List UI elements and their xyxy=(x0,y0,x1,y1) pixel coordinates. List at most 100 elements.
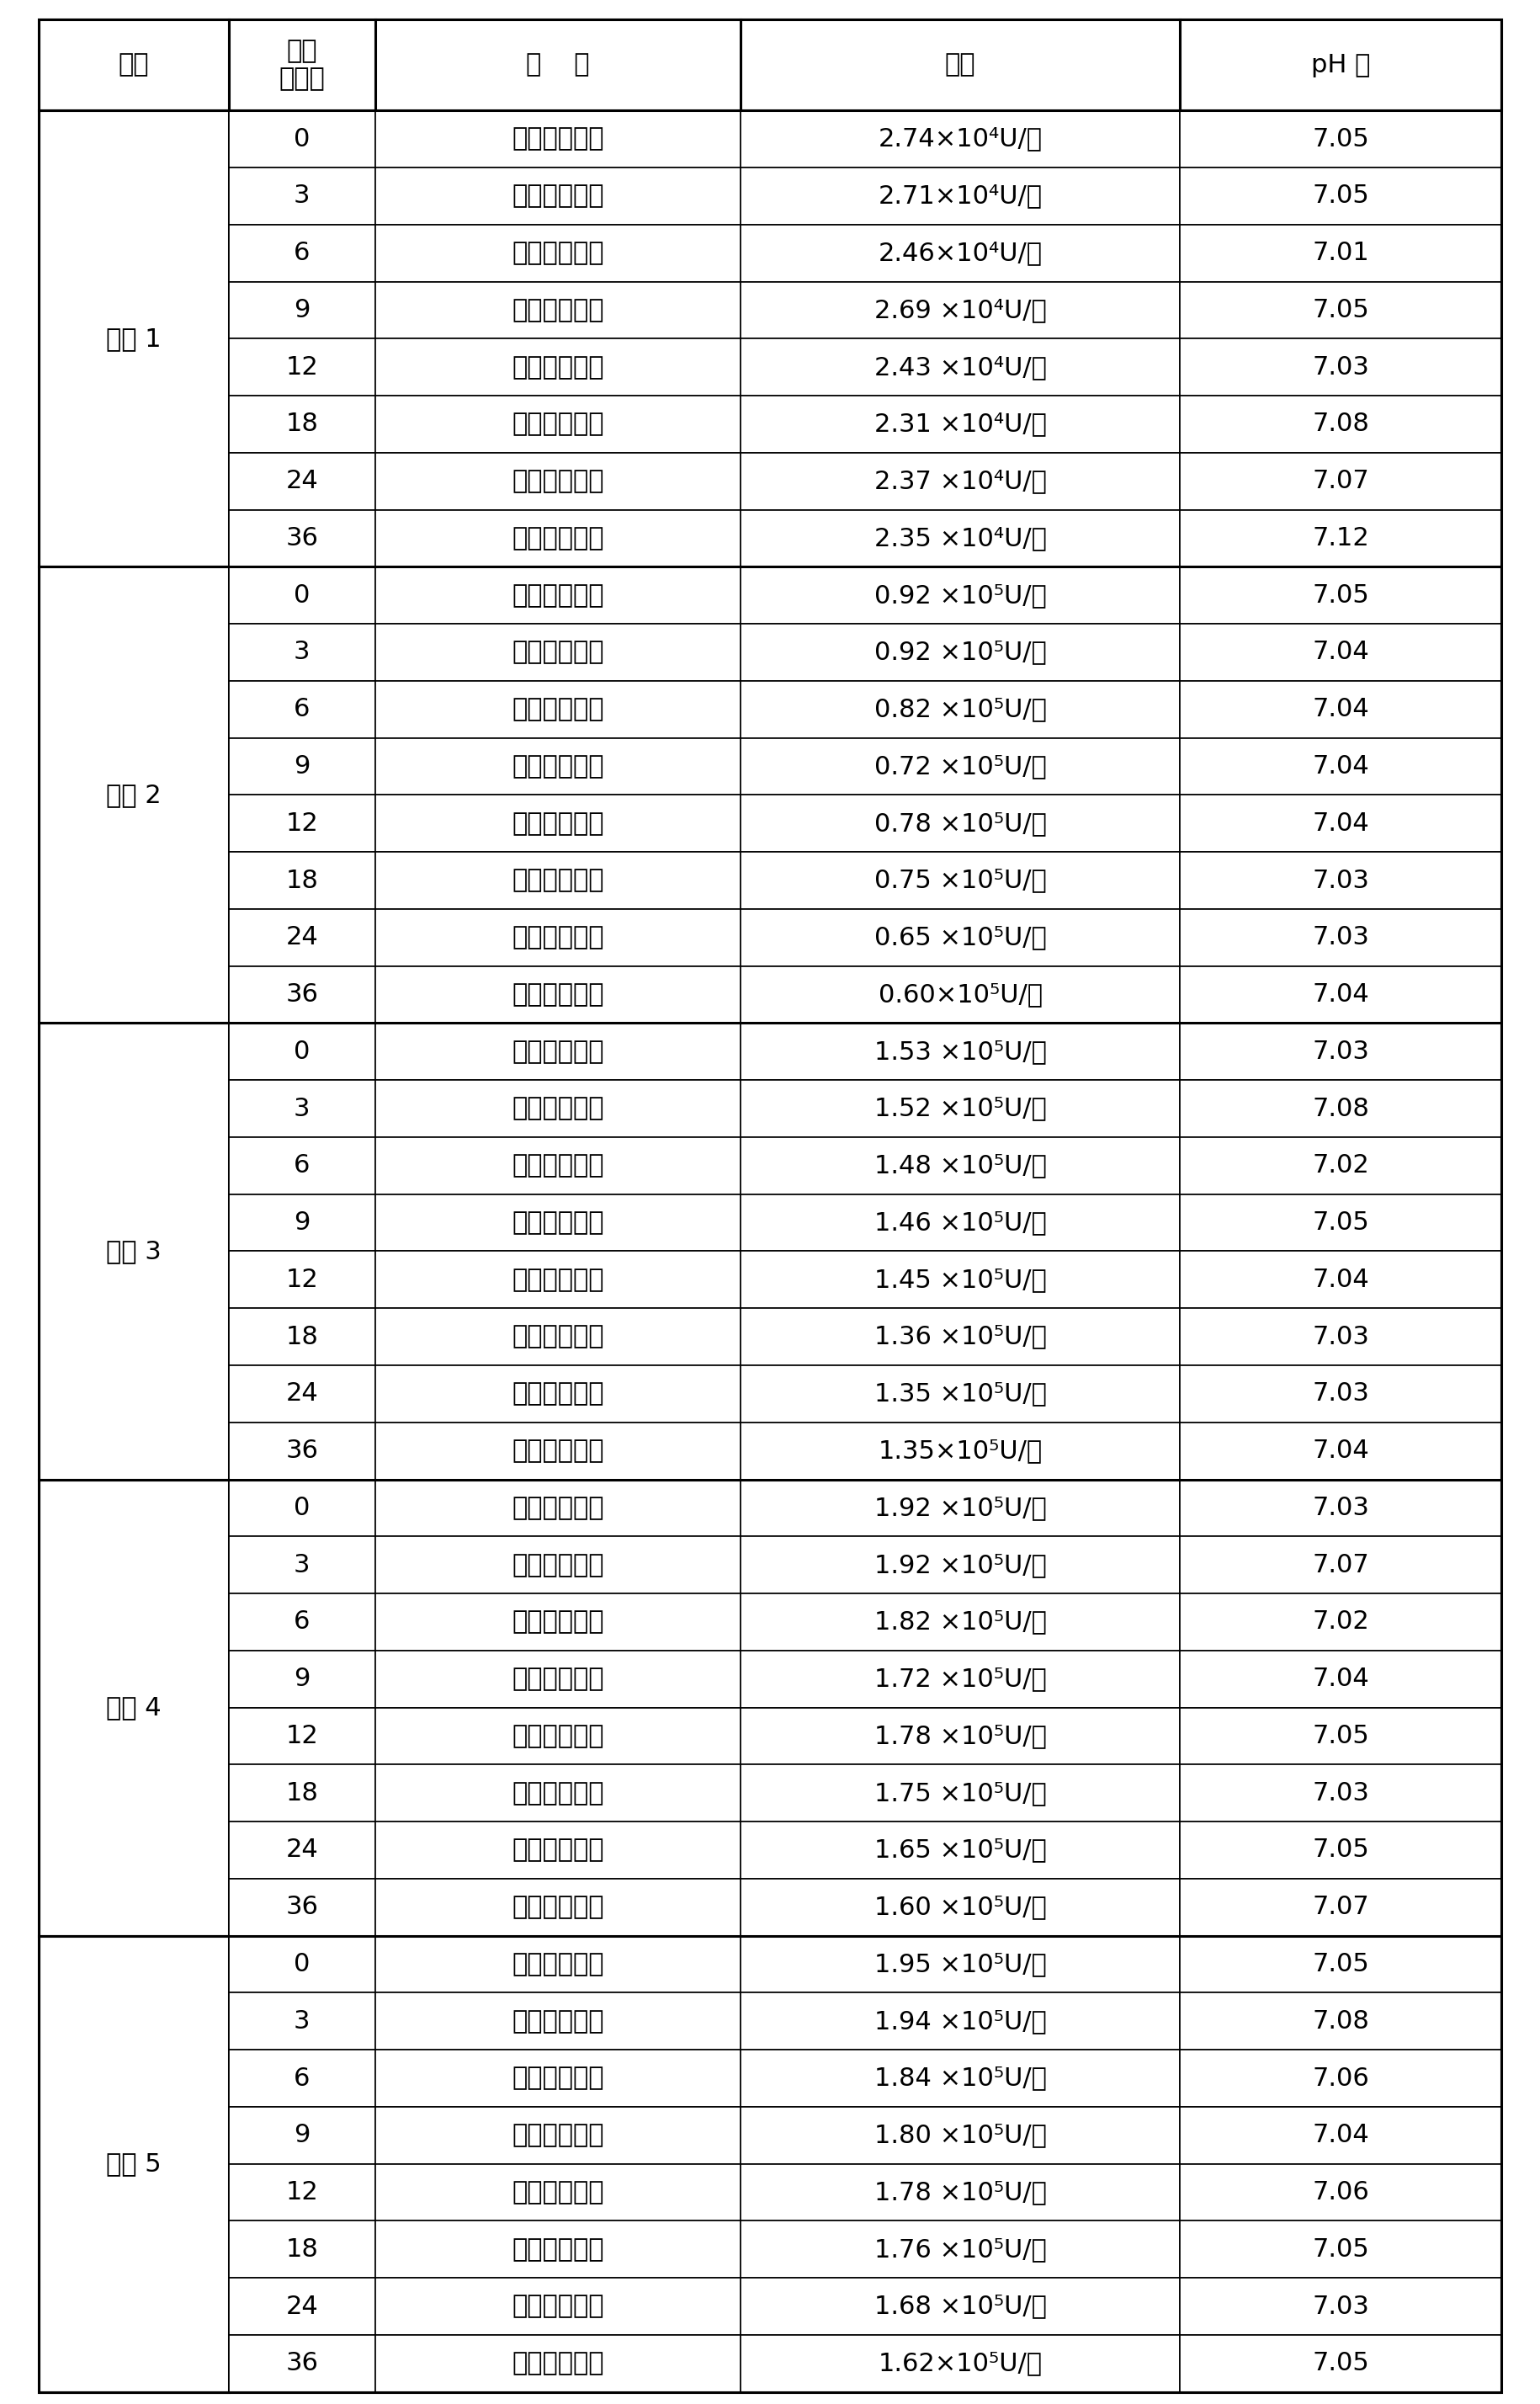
Bar xyxy=(741,1822,1180,1878)
Text: 9: 9 xyxy=(294,298,310,322)
Bar xyxy=(228,2334,376,2392)
Bar xyxy=(228,1079,376,1137)
Bar xyxy=(1180,738,1502,796)
Bar xyxy=(376,19,741,111)
Bar xyxy=(376,1365,741,1423)
Bar xyxy=(228,1935,376,1993)
Text: 18: 18 xyxy=(285,868,319,892)
Bar xyxy=(1180,1423,1502,1478)
Text: 2.69 ×10⁴U/支: 2.69 ×10⁴U/支 xyxy=(875,298,1046,322)
Bar xyxy=(228,2051,376,2106)
Text: 2.37 ×10⁴U/支: 2.37 ×10⁴U/支 xyxy=(875,469,1046,493)
Bar xyxy=(228,224,376,281)
Bar xyxy=(228,2106,376,2164)
Bar xyxy=(376,567,741,623)
Bar xyxy=(1180,1822,1502,1878)
Text: 1.35 ×10⁵U/支: 1.35 ×10⁵U/支 xyxy=(875,1382,1046,1406)
Text: 2.46×10⁴U/支: 2.46×10⁴U/支 xyxy=(878,240,1043,264)
Bar xyxy=(228,452,376,510)
Bar xyxy=(741,1079,1180,1137)
Text: 36: 36 xyxy=(285,1438,319,1464)
Text: 无色澄清透明: 无色澄清透明 xyxy=(511,2293,604,2317)
Text: 7.01: 7.01 xyxy=(1312,240,1369,264)
Bar xyxy=(376,397,741,452)
Text: 6: 6 xyxy=(294,240,310,264)
Bar xyxy=(228,1478,376,1536)
Bar xyxy=(1180,1308,1502,1365)
Text: 3: 3 xyxy=(294,1096,310,1120)
Bar xyxy=(1180,2221,1502,2279)
Text: 无色澄清透明: 无色澄清透明 xyxy=(511,2238,604,2262)
Bar xyxy=(376,1024,741,1079)
Bar xyxy=(376,1707,741,1765)
Text: 配方 5: 配方 5 xyxy=(106,2152,162,2176)
Text: 7.04: 7.04 xyxy=(1312,810,1369,837)
Bar xyxy=(376,851,741,909)
Bar xyxy=(1180,339,1502,397)
Text: 0.72 ×10⁵U/支: 0.72 ×10⁵U/支 xyxy=(875,755,1046,779)
Bar xyxy=(1180,1478,1502,1536)
Text: 无色澄清透明: 无色澄清透明 xyxy=(511,584,604,608)
Bar xyxy=(376,966,741,1024)
Text: 7.03: 7.03 xyxy=(1312,868,1369,892)
Bar xyxy=(376,2334,741,2392)
Bar xyxy=(228,1423,376,1478)
Text: 18: 18 xyxy=(285,2238,319,2262)
Text: 7.04: 7.04 xyxy=(1312,639,1369,664)
Text: 2.74×10⁴U/支: 2.74×10⁴U/支 xyxy=(878,127,1043,151)
Text: 1.65 ×10⁵U/支: 1.65 ×10⁵U/支 xyxy=(875,1839,1046,1863)
Text: 7.04: 7.04 xyxy=(1312,1666,1369,1692)
Text: 7.03: 7.03 xyxy=(1312,926,1369,950)
Text: 0.65 ×10⁵U/支: 0.65 ×10⁵U/支 xyxy=(875,926,1046,950)
Text: 无色澄清透明: 无色澄清透明 xyxy=(511,2180,604,2204)
Bar xyxy=(376,2106,741,2164)
Bar xyxy=(376,111,741,168)
Bar xyxy=(1180,796,1502,851)
Text: 3: 3 xyxy=(294,2010,310,2034)
Text: pH 值: pH 值 xyxy=(1311,53,1371,77)
Text: 12: 12 xyxy=(285,1724,319,1748)
Bar xyxy=(741,1935,1180,1993)
Text: 7.03: 7.03 xyxy=(1312,1382,1369,1406)
Text: 3: 3 xyxy=(294,183,310,209)
Bar xyxy=(376,1765,741,1822)
Bar xyxy=(376,1594,741,1652)
Text: 无色澄清透明: 无色澄清透明 xyxy=(511,697,604,721)
Text: 无色澄清透明: 无色澄清透明 xyxy=(511,1438,604,1464)
Bar xyxy=(1180,1079,1502,1137)
Text: 36: 36 xyxy=(285,2351,319,2375)
Bar xyxy=(376,623,741,680)
Text: 0: 0 xyxy=(294,1952,310,1976)
Text: 1.36 ×10⁵U/支: 1.36 ×10⁵U/支 xyxy=(875,1325,1046,1349)
Text: 2.43 ×10⁴U/支: 2.43 ×10⁴U/支 xyxy=(875,356,1046,380)
Bar xyxy=(741,168,1180,224)
Bar xyxy=(1180,19,1502,111)
Bar xyxy=(1180,1536,1502,1594)
Bar xyxy=(741,19,1180,111)
Bar xyxy=(376,1935,741,1993)
Bar xyxy=(1180,966,1502,1024)
Text: 1.52 ×10⁵U/支: 1.52 ×10⁵U/支 xyxy=(875,1096,1046,1120)
Bar xyxy=(1180,2164,1502,2221)
Bar xyxy=(228,966,376,1024)
Text: 7.12: 7.12 xyxy=(1312,526,1369,551)
Bar xyxy=(376,1536,741,1594)
Text: 9: 9 xyxy=(294,2123,310,2147)
Text: 7.08: 7.08 xyxy=(1312,411,1369,438)
Bar xyxy=(741,851,1180,909)
Text: 无色澄清透明: 无色澄清透明 xyxy=(511,1894,604,1918)
Bar xyxy=(1180,281,1502,339)
Bar xyxy=(1180,2334,1502,2392)
Bar xyxy=(228,19,376,111)
Text: 7.03: 7.03 xyxy=(1312,1039,1369,1065)
Bar xyxy=(741,1707,1180,1765)
Bar xyxy=(228,1536,376,1594)
Bar xyxy=(1180,680,1502,738)
Text: 12: 12 xyxy=(285,356,319,380)
Text: 无色澄清透明: 无色澄清透明 xyxy=(511,1096,604,1120)
Bar xyxy=(741,2051,1180,2106)
Bar xyxy=(376,510,741,567)
Text: 1.46 ×10⁵U/支: 1.46 ×10⁵U/支 xyxy=(875,1212,1046,1236)
Text: 无色澄清透明: 无色澄清透明 xyxy=(511,2351,604,2375)
Bar xyxy=(376,1822,741,1878)
